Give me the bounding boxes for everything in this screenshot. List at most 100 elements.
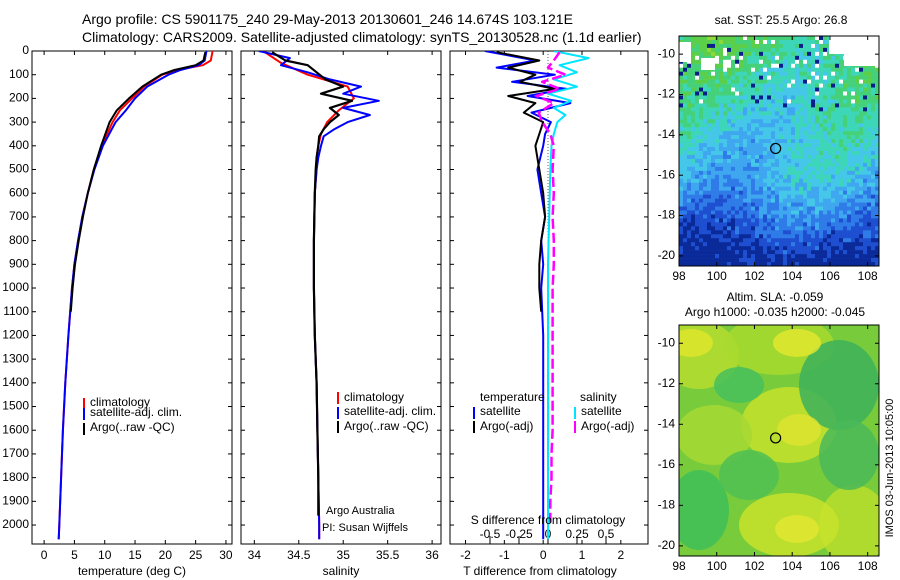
sst-cell bbox=[795, 198, 800, 203]
sst-cell bbox=[803, 87, 808, 92]
sst-cell bbox=[843, 143, 848, 148]
sst-cell bbox=[819, 154, 824, 160]
sst-cell bbox=[771, 170, 776, 176]
sst-cell bbox=[739, 91, 744, 96]
sst-cell bbox=[771, 51, 776, 57]
sst-cell bbox=[847, 166, 852, 172]
sst-cell bbox=[811, 166, 816, 172]
sst-cell bbox=[707, 158, 712, 164]
sst-cell bbox=[687, 186, 692, 191]
sst-cell bbox=[827, 178, 832, 184]
sst-cell bbox=[699, 158, 704, 164]
sst-cell bbox=[747, 83, 752, 88]
sst-cell bbox=[731, 123, 736, 128]
sst-cell bbox=[791, 55, 796, 61]
sst-cell bbox=[787, 131, 792, 136]
sst-cell bbox=[787, 91, 792, 96]
sst-cell bbox=[823, 87, 828, 92]
sst-cell bbox=[775, 170, 780, 176]
sst-cell bbox=[831, 258, 836, 263]
sst-cell bbox=[727, 51, 732, 57]
sst-cell bbox=[759, 47, 764, 53]
sst-cell bbox=[807, 174, 812, 180]
sst-cell bbox=[823, 226, 828, 231]
sst-cell bbox=[843, 198, 848, 203]
sst-cell bbox=[799, 226, 804, 231]
sst-cell bbox=[851, 246, 856, 251]
sst-cell bbox=[735, 99, 740, 104]
sst-cell bbox=[747, 174, 752, 180]
sst-cell bbox=[759, 202, 764, 207]
sst-cell bbox=[771, 238, 776, 243]
sst-cell bbox=[703, 107, 708, 112]
sst-cell bbox=[723, 254, 728, 259]
sst-cell bbox=[763, 182, 768, 187]
sst-cell bbox=[683, 202, 688, 207]
sst-cell bbox=[719, 194, 724, 199]
sst-cell bbox=[707, 99, 712, 104]
sst-cell bbox=[851, 250, 856, 255]
sst-cell bbox=[747, 234, 752, 239]
sst-cell bbox=[831, 75, 836, 80]
sst-cell bbox=[855, 194, 860, 199]
sst-cell bbox=[799, 214, 804, 219]
argo-location-marker bbox=[770, 432, 782, 444]
sst-cell bbox=[751, 39, 756, 45]
depth-tick-label: 0 bbox=[22, 43, 29, 57]
sst-cell bbox=[799, 135, 804, 140]
sst-cell bbox=[819, 47, 824, 53]
sst-cell bbox=[835, 67, 840, 72]
sst-cell bbox=[699, 210, 704, 215]
sst-cell bbox=[807, 71, 812, 76]
sst-cell bbox=[795, 202, 800, 207]
sst-cell bbox=[767, 135, 772, 140]
sst-cell bbox=[759, 103, 764, 108]
sst-cell bbox=[775, 123, 780, 128]
sst-cell bbox=[735, 250, 740, 255]
sst-cell bbox=[691, 43, 696, 49]
sst-cell bbox=[695, 71, 700, 76]
sst-cell bbox=[871, 262, 876, 266]
sst-cell bbox=[827, 254, 832, 259]
sst-cell bbox=[779, 158, 784, 164]
sst-cell bbox=[751, 63, 756, 69]
sst-cell bbox=[807, 139, 812, 144]
sst-cell bbox=[743, 262, 748, 266]
sst-cell bbox=[859, 170, 864, 176]
sst-cell bbox=[803, 198, 808, 203]
sst-cell bbox=[767, 242, 772, 247]
sst-cell bbox=[875, 170, 879, 176]
sst-cell bbox=[747, 111, 752, 116]
sst-cell bbox=[839, 242, 844, 247]
sst-cell bbox=[763, 75, 768, 80]
sst-cell bbox=[775, 36, 780, 41]
sst-cell bbox=[871, 83, 876, 88]
sst-cell bbox=[747, 250, 752, 255]
sst-cell bbox=[823, 43, 828, 49]
sst-cell bbox=[815, 111, 820, 116]
argo-location-marker bbox=[770, 142, 782, 155]
sst-cell bbox=[743, 51, 748, 57]
sst-cell bbox=[703, 99, 708, 104]
sst-map-panel: sat. SST: 25.5 Argo: 26.8 98 100 102 104 106… bbox=[658, 13, 880, 283]
sst-cell bbox=[783, 186, 788, 191]
sst-cell bbox=[859, 230, 864, 235]
sst-cell bbox=[699, 218, 704, 223]
sst-cell bbox=[767, 162, 772, 168]
sst-cell bbox=[719, 190, 724, 195]
sst-cell bbox=[739, 107, 744, 112]
sst-cell bbox=[715, 246, 720, 251]
sst-cell bbox=[795, 182, 800, 187]
sst-cell bbox=[687, 178, 692, 184]
sst-cell bbox=[691, 39, 696, 45]
sst-cell bbox=[855, 147, 860, 152]
sst-cell bbox=[791, 107, 796, 112]
sst-cell bbox=[867, 79, 872, 84]
sst-cell bbox=[847, 254, 852, 259]
sst-cell bbox=[863, 194, 868, 199]
sst-cell bbox=[867, 206, 872, 211]
sst-cell bbox=[791, 151, 796, 156]
sst-cell bbox=[731, 170, 736, 176]
sst-cell bbox=[747, 55, 752, 61]
sst-cell bbox=[755, 230, 760, 235]
